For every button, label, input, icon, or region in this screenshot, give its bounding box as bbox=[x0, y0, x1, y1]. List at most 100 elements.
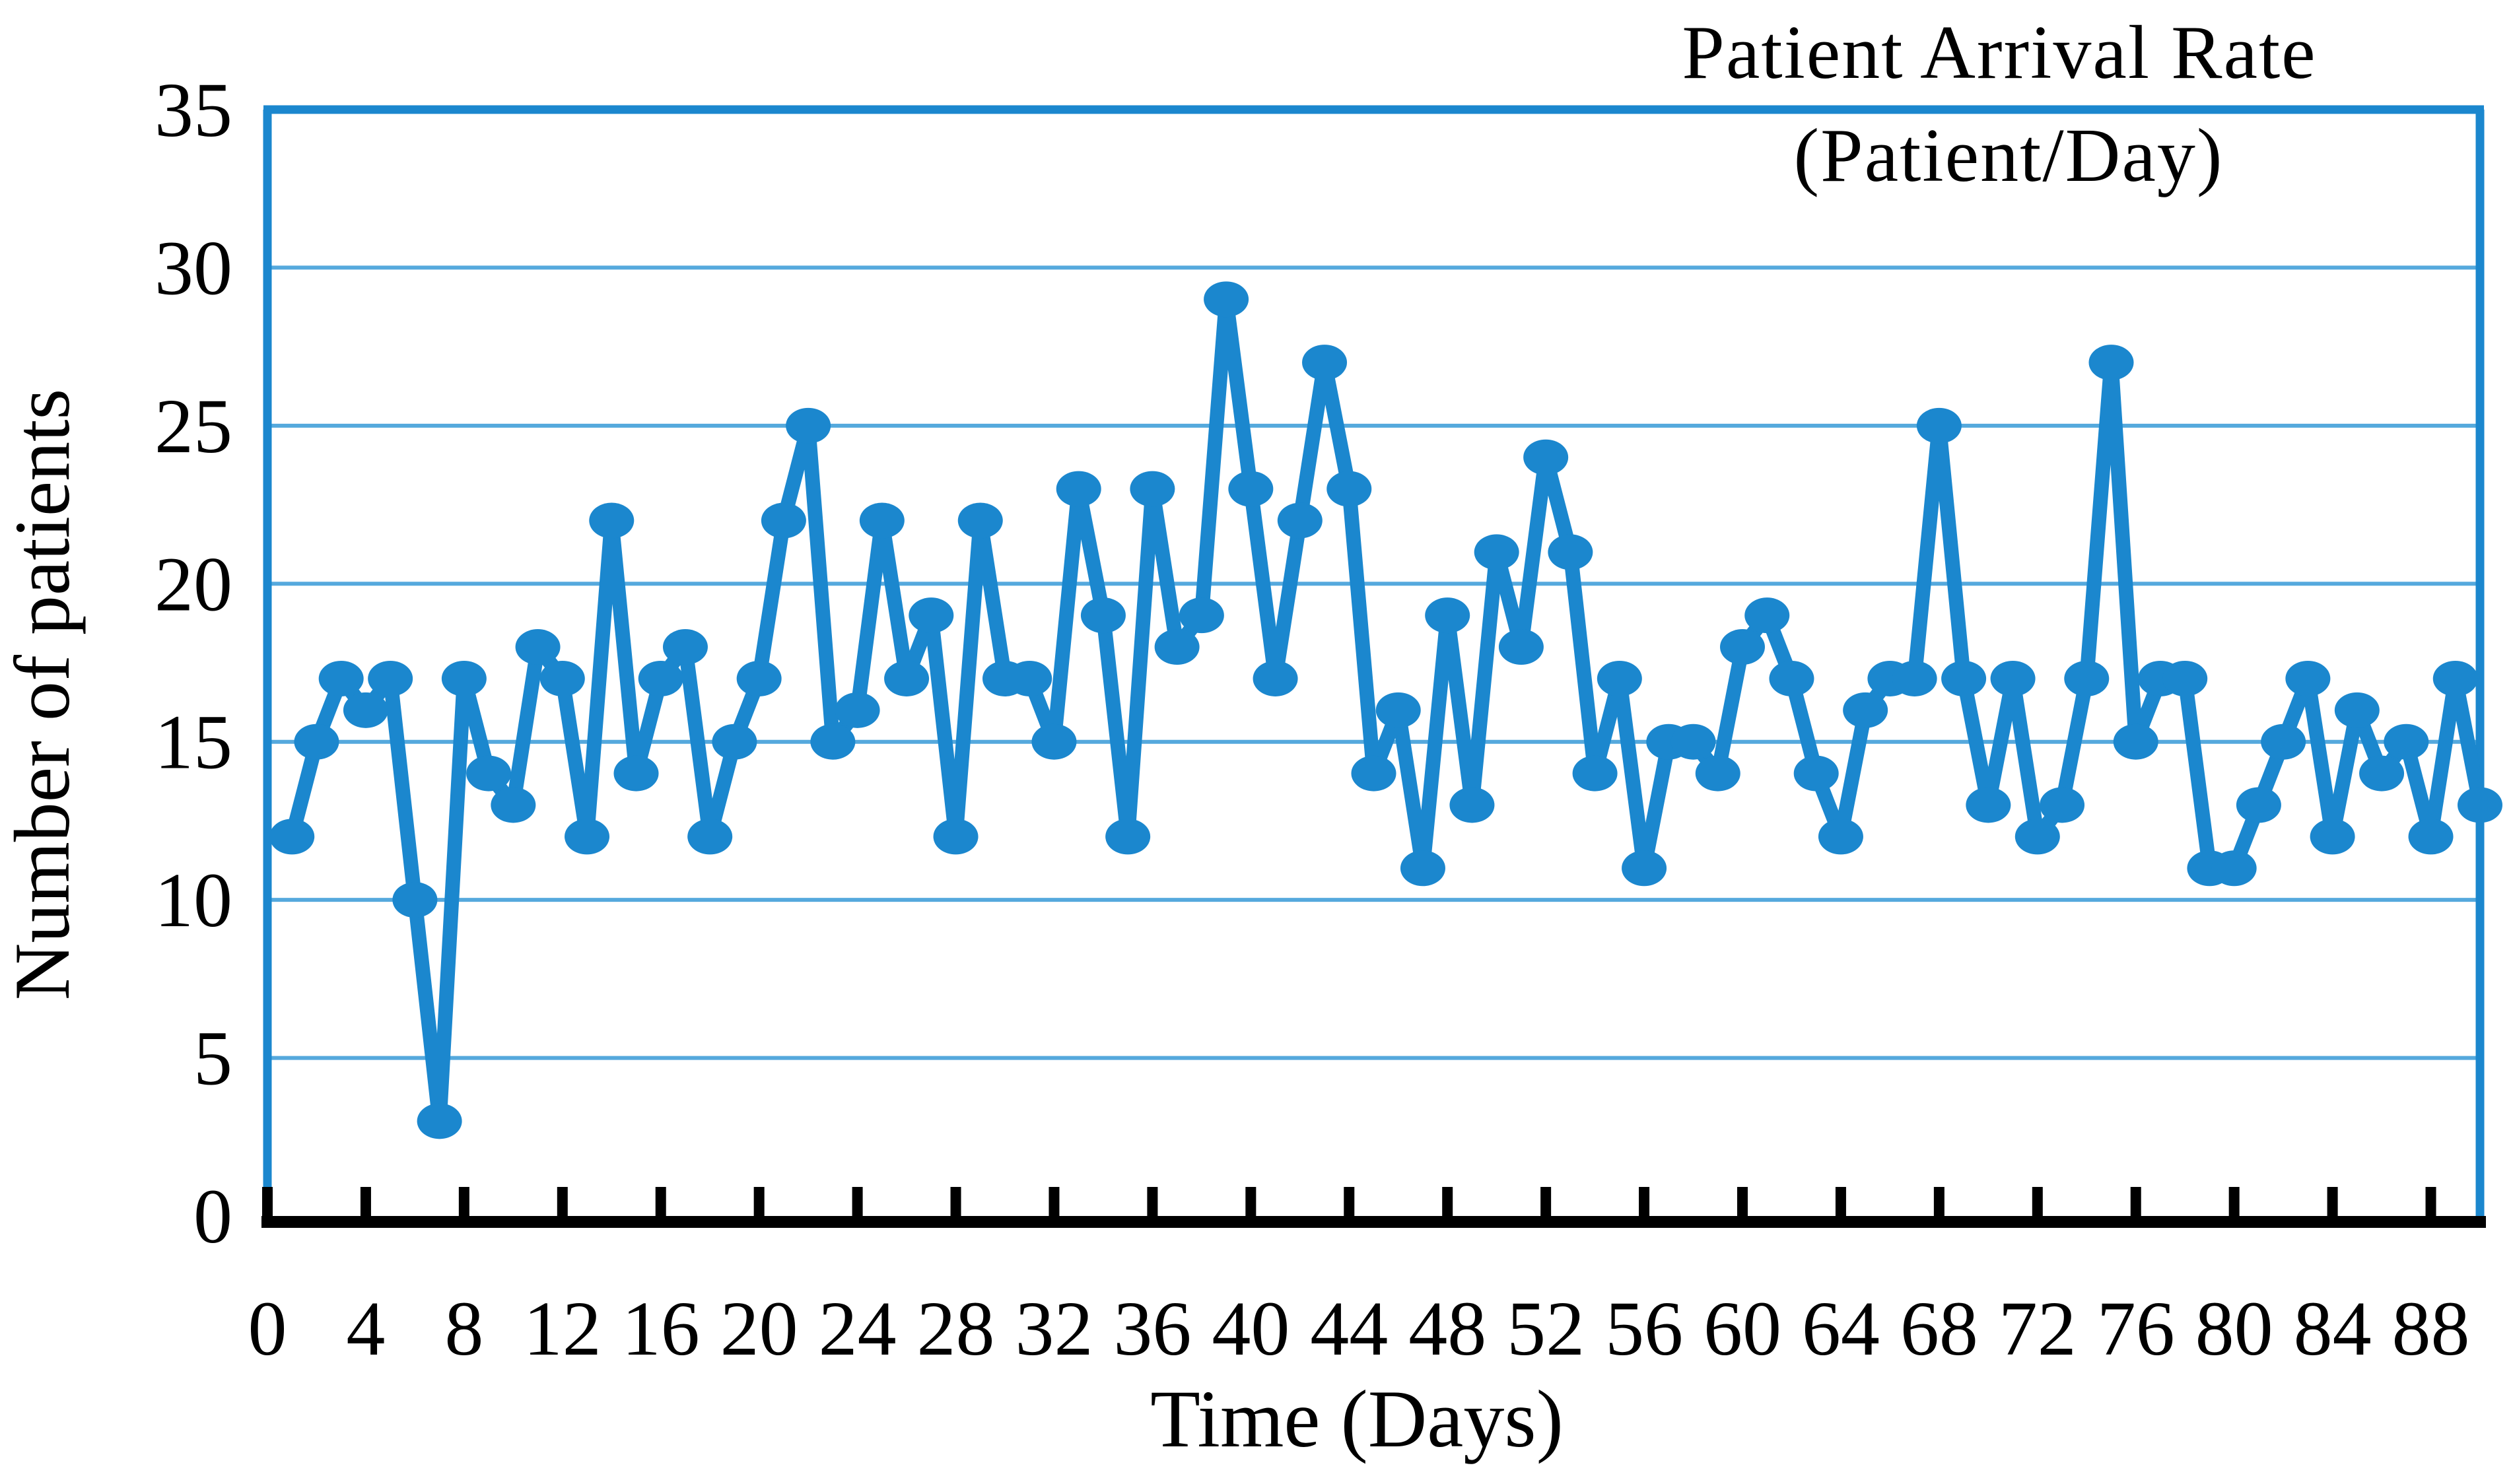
x-tick-mark bbox=[1835, 1187, 1846, 1216]
x-tick-label: 64 bbox=[1802, 1285, 1880, 1372]
data-point-marker bbox=[1843, 692, 1888, 728]
data-point-marker bbox=[368, 660, 413, 696]
data-point-marker bbox=[662, 629, 708, 665]
data-point-marker bbox=[1572, 755, 1618, 792]
y-tick-label: 30 bbox=[155, 224, 232, 311]
data-point-marker bbox=[1326, 471, 1372, 507]
data-point-marker bbox=[1031, 724, 1077, 760]
data-point-marker bbox=[2285, 660, 2331, 696]
data-point-marker bbox=[1130, 471, 1175, 507]
x-tick-mark bbox=[2228, 1187, 2240, 1216]
data-point-marker bbox=[515, 629, 561, 665]
data-point-marker bbox=[539, 660, 585, 696]
x-tick-mark bbox=[458, 1187, 469, 1216]
y-tick-label: 15 bbox=[155, 699, 232, 786]
x-tick-label: 4 bbox=[346, 1285, 385, 1372]
x-tick-label: 36 bbox=[1113, 1285, 1191, 1372]
x-tick-label: 72 bbox=[1999, 1285, 2077, 1372]
data-point-marker bbox=[1400, 850, 1445, 887]
x-tick-mark bbox=[950, 1187, 961, 1216]
x-tick-label: 56 bbox=[1605, 1285, 1683, 1372]
data-point-marker bbox=[1892, 660, 1937, 696]
data-point-marker bbox=[1056, 471, 1101, 507]
y-tick-label: 20 bbox=[155, 541, 232, 627]
data-point-marker bbox=[1966, 787, 2011, 823]
data-point-marker bbox=[1105, 819, 1151, 855]
data-point-marker bbox=[687, 819, 733, 855]
data-point-marker bbox=[2113, 724, 2158, 760]
x-tick-mark bbox=[852, 1187, 863, 1216]
data-point-marker bbox=[1916, 407, 1962, 444]
data-point-marker bbox=[294, 724, 339, 760]
data-point-marker bbox=[736, 660, 782, 696]
data-point-marker bbox=[2432, 660, 2478, 696]
x-tick-mark bbox=[1737, 1187, 1748, 1216]
x-tick-mark bbox=[2130, 1187, 2141, 1216]
x-tick-label: 44 bbox=[1310, 1285, 1388, 1372]
data-point-marker bbox=[565, 819, 610, 855]
data-point-marker bbox=[1548, 534, 1593, 570]
x-tick-label: 88 bbox=[2392, 1285, 2470, 1372]
x-tick-label: 28 bbox=[917, 1285, 995, 1372]
data-point-marker bbox=[2261, 724, 2306, 760]
y-tick-label: 5 bbox=[193, 1015, 232, 1102]
x-tick-mark bbox=[655, 1187, 666, 1216]
x-tick-mark bbox=[2032, 1187, 2043, 1216]
x-tick-mark bbox=[1442, 1187, 1453, 1216]
data-point-marker bbox=[1179, 597, 1224, 634]
x-axis-title: Time (Days) bbox=[1150, 1374, 1564, 1464]
x-tick-label: 0 bbox=[248, 1285, 287, 1372]
x-tick-mark bbox=[262, 1187, 273, 1216]
x-tick-mark bbox=[1049, 1187, 1060, 1216]
data-point-marker bbox=[1622, 850, 1667, 887]
x-tick-label: 84 bbox=[2294, 1285, 2372, 1372]
x-tick-label: 80 bbox=[2195, 1285, 2273, 1372]
data-point-marker bbox=[1425, 597, 1470, 634]
chart-title-line1: Patient Arrival Rate bbox=[1682, 11, 2317, 95]
y-tick-label: 35 bbox=[155, 67, 232, 153]
y-axis-title: Number of patients bbox=[0, 388, 86, 1001]
x-tick-label: 52 bbox=[1507, 1285, 1585, 1372]
data-point-marker bbox=[417, 1103, 462, 1139]
data-point-marker bbox=[859, 502, 905, 539]
x-tick-mark bbox=[1344, 1187, 1355, 1216]
data-point-marker bbox=[1818, 819, 1863, 855]
data-point-marker bbox=[1204, 281, 1249, 318]
data-point-marker bbox=[1670, 724, 1716, 760]
data-point-marker bbox=[1498, 629, 1544, 665]
data-point-marker bbox=[2310, 819, 2355, 855]
data-point-marker bbox=[613, 755, 659, 792]
data-point-marker bbox=[1941, 660, 1987, 696]
data-point-marker bbox=[2064, 660, 2110, 696]
data-point-marker bbox=[1990, 660, 2036, 696]
data-point-marker bbox=[1793, 755, 1839, 792]
x-tick-label: 76 bbox=[2097, 1285, 2175, 1372]
data-point-marker bbox=[2384, 724, 2429, 760]
data-point-marker bbox=[2359, 755, 2405, 792]
x-tick-mark bbox=[1540, 1187, 1552, 1216]
data-point-marker bbox=[1769, 660, 1814, 696]
x-tick-label: 48 bbox=[1408, 1285, 1486, 1372]
data-point-marker bbox=[909, 597, 954, 634]
data-point-marker bbox=[2408, 819, 2454, 855]
data-point-marker bbox=[2088, 345, 2134, 381]
y-tick-label: 10 bbox=[155, 857, 232, 943]
x-tick-mark bbox=[1245, 1187, 1256, 1216]
data-point-marker bbox=[933, 819, 979, 855]
x-tick-label: 60 bbox=[1704, 1285, 1781, 1372]
x-tick-label: 40 bbox=[1212, 1285, 1290, 1372]
y-tick-label: 0 bbox=[193, 1173, 232, 1260]
data-point-marker bbox=[810, 724, 856, 760]
y-tick-label: 25 bbox=[155, 383, 232, 469]
x-tick-label: 12 bbox=[524, 1285, 602, 1372]
data-point-marker bbox=[1154, 629, 1200, 665]
data-point-marker bbox=[269, 819, 315, 855]
data-point-marker bbox=[589, 502, 635, 539]
data-point-marker bbox=[761, 502, 806, 539]
x-tick-mark bbox=[1933, 1187, 1945, 1216]
data-point-marker bbox=[957, 502, 1003, 539]
x-tick-mark bbox=[1639, 1187, 1650, 1216]
x-tick-mark bbox=[753, 1187, 765, 1216]
